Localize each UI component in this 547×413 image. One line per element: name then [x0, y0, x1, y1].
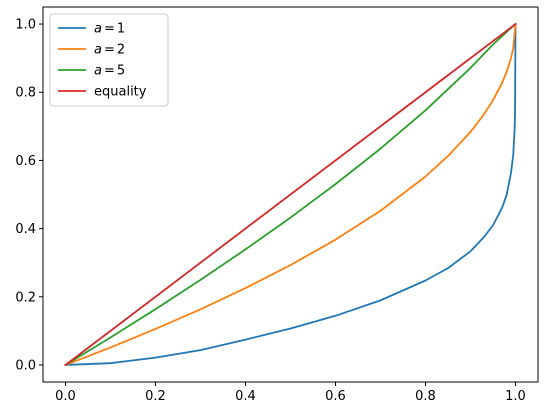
x-tick-label: 0.6 [325, 389, 346, 404]
y-tick-label: 0.8 [15, 86, 36, 101]
series-line-0 [64, 23, 517, 366]
y-tick-label: 0.6 [15, 154, 36, 169]
series-line-1 [64, 23, 517, 367]
y-tick-label: 0.0 [15, 358, 36, 373]
legend-label-2: a = 5 [94, 64, 125, 79]
y-tick-label: 0.4 [15, 222, 36, 237]
series-line-3 [64, 22, 517, 367]
x-tick-label: 0.8 [415, 389, 436, 404]
plot-frame [42, 6, 539, 383]
legend-label-1: a = 2 [94, 43, 125, 58]
legend-label-0: a = 1 [94, 22, 125, 37]
x-axis: 0.0 0.2 0.4 0.6 0.8 1.0 [55, 382, 526, 404]
y-tick-label: 0.2 [15, 290, 36, 305]
series-layer [64, 22, 517, 367]
x-tick-label: 0.2 [145, 389, 166, 404]
y-axis: 0.0 0.2 0.4 0.6 0.8 1.0 [15, 18, 43, 373]
x-tick-label: 0.4 [235, 389, 256, 404]
legend: a = 1 a = 2 a = 5 equality [49, 13, 169, 107]
x-tick-label: 0.0 [55, 389, 76, 404]
legend-label-3: equality [94, 85, 147, 100]
x-tick-label: 1.0 [505, 389, 526, 404]
legend-box [49, 13, 169, 107]
series-line-2 [64, 22, 517, 367]
y-tick-label: 1.0 [15, 18, 36, 33]
